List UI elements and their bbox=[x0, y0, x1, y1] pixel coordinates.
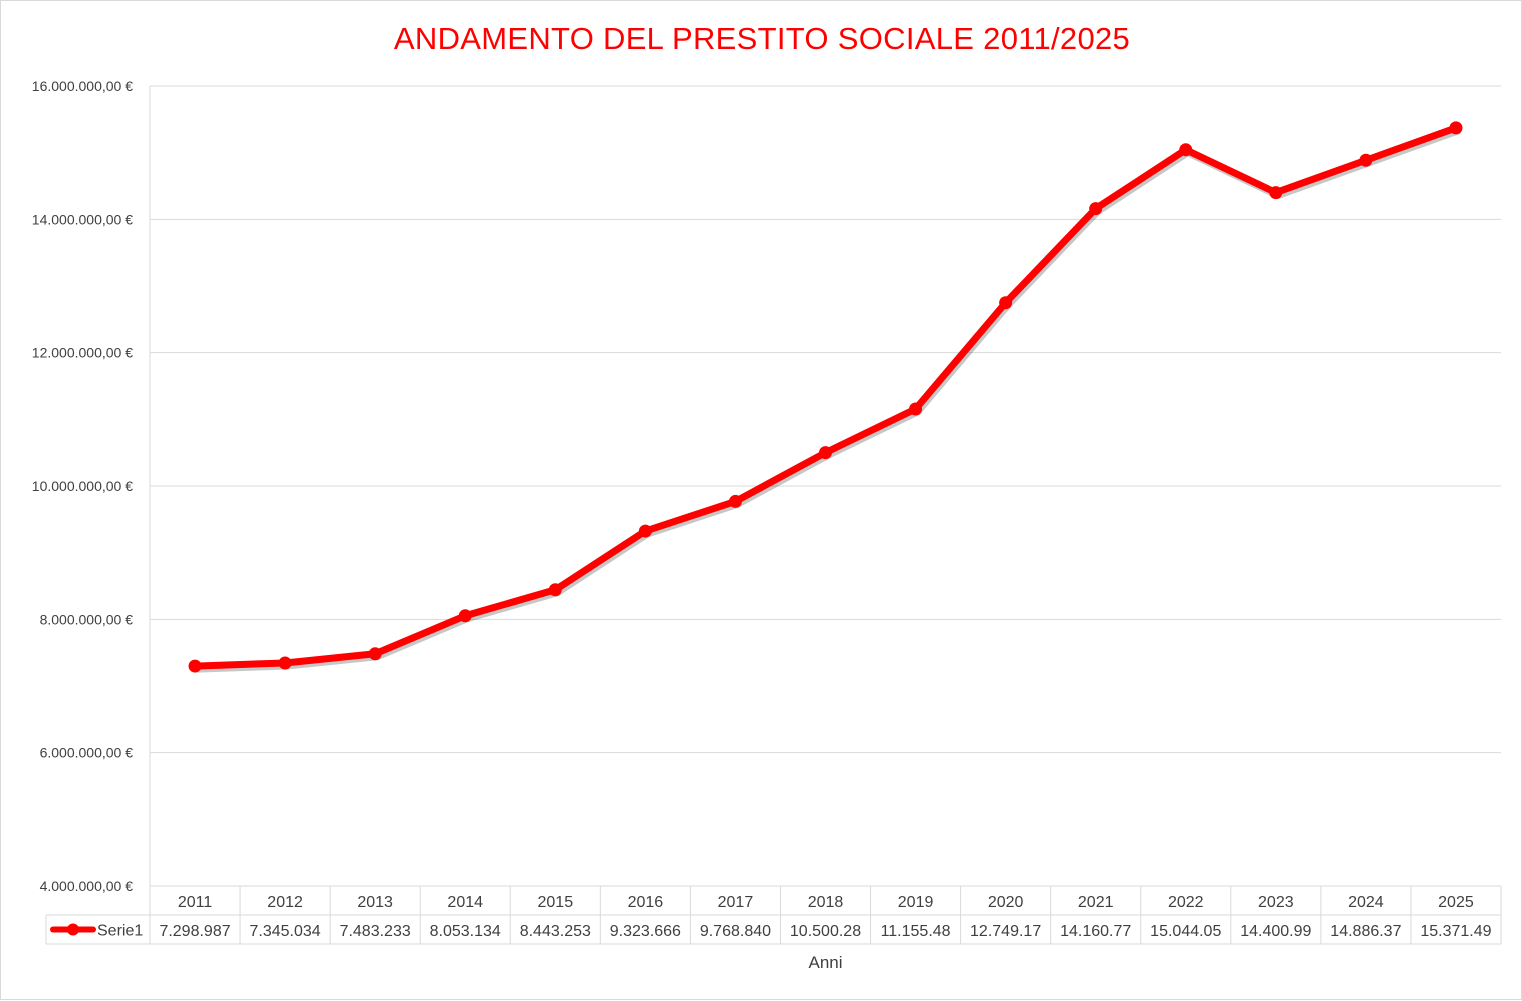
data-table-value: 7.483.233 bbox=[340, 923, 411, 940]
data-point bbox=[1179, 143, 1193, 157]
data-table-value: 14.160.77 bbox=[1060, 923, 1131, 940]
data-point bbox=[1359, 153, 1373, 167]
data-table-value: 8.053.134 bbox=[430, 923, 501, 940]
y-tick-label: 12.000.000,00 € bbox=[32, 345, 133, 361]
data-point bbox=[458, 609, 472, 623]
legend-point-marker bbox=[67, 923, 79, 936]
data-table-value: 8.443.253 bbox=[520, 923, 591, 940]
x-tick-label: 2014 bbox=[447, 894, 483, 911]
data-point bbox=[1449, 121, 1463, 135]
x-tick-label: 2015 bbox=[538, 894, 574, 911]
data-table-value: 9.768.840 bbox=[700, 923, 771, 940]
x-tick-label: 2022 bbox=[1168, 894, 1204, 911]
y-tick-label: 6.000.000,00 € bbox=[40, 745, 134, 761]
data-table-value: 10.500.28 bbox=[790, 923, 861, 940]
data-table-value: 12.749.17 bbox=[970, 923, 1041, 940]
y-tick-label: 10.000.000,00 € bbox=[32, 478, 133, 494]
series-line-shadow bbox=[193, 127, 1462, 673]
data-point bbox=[278, 656, 292, 670]
data-point bbox=[1089, 202, 1103, 216]
data-table-value: 15.371.49 bbox=[1420, 923, 1491, 940]
x-tick-label: 2018 bbox=[808, 894, 844, 911]
data-table-value: 14.886.37 bbox=[1330, 923, 1401, 940]
data-table-value: 7.298.987 bbox=[159, 923, 230, 940]
x-tick-label: 2019 bbox=[898, 894, 934, 911]
x-tick-label: 2024 bbox=[1348, 894, 1384, 911]
data-point bbox=[548, 583, 562, 597]
data-point bbox=[368, 647, 382, 661]
x-tick-label: 2021 bbox=[1078, 894, 1114, 911]
x-tick-label: 2012 bbox=[267, 894, 303, 911]
data-point bbox=[999, 296, 1013, 310]
data-point bbox=[728, 494, 742, 508]
data-point bbox=[188, 659, 202, 673]
x-tick-label: 2025 bbox=[1438, 894, 1474, 911]
x-tick-label: 2016 bbox=[628, 894, 664, 911]
data-table-value: 11.155.48 bbox=[881, 923, 951, 940]
data-point bbox=[909, 402, 923, 416]
x-tick-label: 2013 bbox=[357, 894, 393, 911]
data-table-value: 15.044.05 bbox=[1150, 923, 1221, 940]
y-tick-label: 16.000.000,00 € bbox=[32, 78, 133, 94]
data-table-value: 7.345.034 bbox=[250, 923, 321, 940]
data-point bbox=[1269, 186, 1283, 200]
y-tick-label: 14.000.000,00 € bbox=[32, 211, 133, 227]
x-tick-label: 2023 bbox=[1258, 894, 1294, 911]
data-table-value: 14.400.99 bbox=[1240, 923, 1311, 940]
x-tick-label: 2020 bbox=[988, 894, 1024, 911]
y-tick-label: 4.000.000,00 € bbox=[40, 878, 134, 894]
y-tick-label: 8.000.000,00 € bbox=[40, 611, 134, 627]
series-line bbox=[191, 124, 1460, 670]
x-axis-label: Anni bbox=[808, 953, 842, 972]
data-point bbox=[638, 524, 652, 538]
data-point bbox=[819, 446, 832, 460]
chart-title: ANDAMENTO DEL PRESTITO SOCIALE 2011/2025 bbox=[393, 21, 1131, 56]
legend-series-name: Serie1 bbox=[97, 923, 143, 940]
x-tick-label: 2017 bbox=[718, 894, 754, 911]
x-tick-label: 2011 bbox=[178, 894, 213, 911]
data-table-value: 9.323.666 bbox=[610, 923, 681, 940]
